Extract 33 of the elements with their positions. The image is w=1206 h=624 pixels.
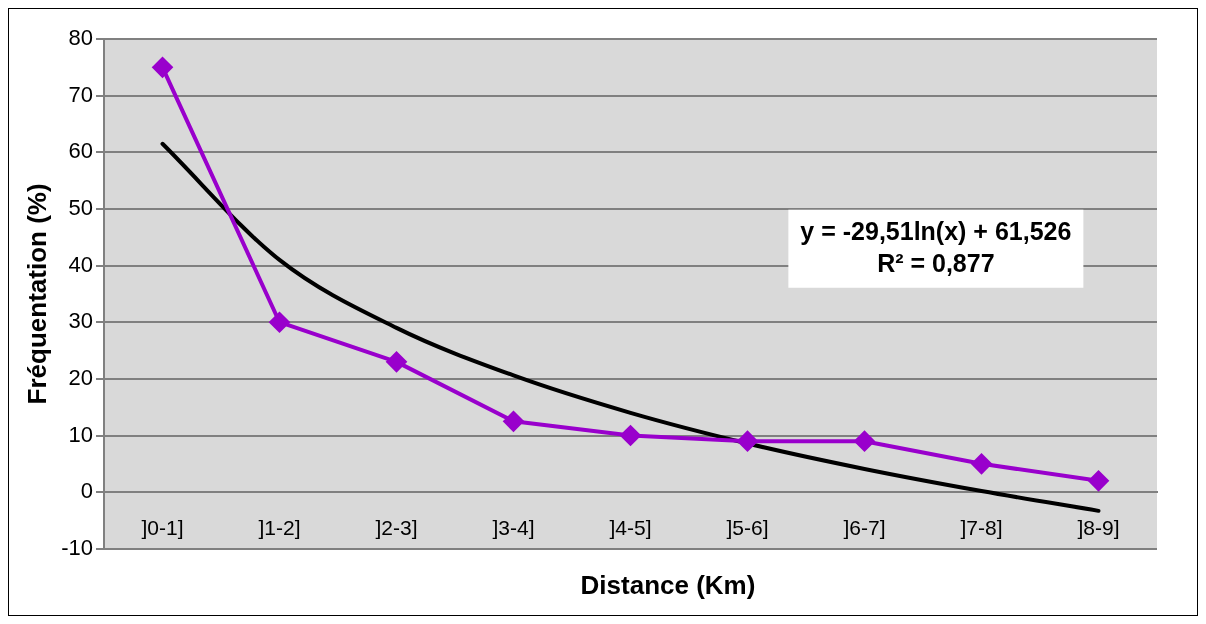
y-tick-label: 80 xyxy=(68,25,93,51)
x-tick-label: ]0-1] xyxy=(141,515,184,539)
y-tick-label: -10 xyxy=(61,534,93,560)
y-axis-title: Fréquentation (%) xyxy=(21,183,52,405)
y-tick-label: 40 xyxy=(68,251,93,277)
point xyxy=(971,453,992,474)
x-tick-label: ]7-8] xyxy=(960,515,1003,539)
x-tick-label: ]3-4] xyxy=(492,515,535,539)
x-tick-label: ]6-7] xyxy=(843,515,886,539)
point xyxy=(854,431,875,452)
x-tick-label: ]1-2] xyxy=(258,515,301,539)
y-tick-label: 20 xyxy=(68,364,93,390)
line-series xyxy=(160,141,1101,513)
y-tick-label: 30 xyxy=(68,308,93,334)
annotation: R² = 0,877 xyxy=(877,248,995,277)
point xyxy=(737,431,758,452)
y-tick-label: 60 xyxy=(68,138,93,164)
point xyxy=(503,411,524,432)
annotation: y = -29,51ln(x) + 61,526 xyxy=(800,216,1072,245)
point xyxy=(1088,470,1109,491)
point xyxy=(269,312,290,333)
x-tick-label: ]4-5] xyxy=(609,515,652,539)
y-tick-label: 10 xyxy=(68,421,93,447)
y-tick-label: 70 xyxy=(68,81,93,107)
y-tick-label: 50 xyxy=(68,195,93,220)
point xyxy=(620,425,641,446)
point xyxy=(152,57,173,78)
y-tick-label: 0 xyxy=(80,478,93,504)
x-tick-label: ]2-3] xyxy=(375,515,418,539)
point xyxy=(386,351,407,372)
x-axis-title: Distance (Km) xyxy=(579,569,757,602)
x-tick-label: ]5-6] xyxy=(726,515,769,539)
x-tick-label: ]8-9] xyxy=(1077,515,1120,539)
